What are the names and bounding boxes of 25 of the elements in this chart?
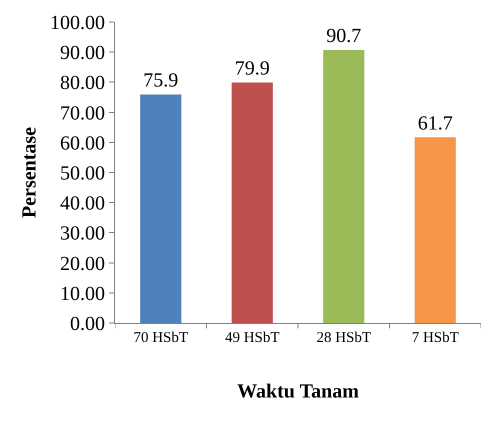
x-tick-label: 7 HSbT: [412, 330, 459, 346]
bar: [414, 137, 456, 323]
bar: [323, 50, 364, 323]
y-tick-label: 30.00: [60, 222, 105, 245]
x-axis-title: Waktu Tanam: [237, 380, 360, 402]
data-label: 75.9: [143, 70, 178, 92]
x-tick-label: 70 HSbT: [133, 330, 188, 346]
y-tick-label: 20.00: [60, 252, 105, 275]
data-label: 90.7: [326, 24, 362, 47]
bar: [140, 94, 182, 323]
y-axis-title: Persentase: [18, 126, 40, 218]
y-tick-label: 50.00: [60, 162, 105, 184]
x-tick-label: 49 HSbT: [224, 330, 280, 346]
data-label: 61.7: [418, 112, 453, 134]
y-tick-label: 70.00: [60, 102, 105, 124]
y-tick-label: 60.00: [60, 132, 105, 154]
y-tick-label: 80.00: [60, 72, 105, 94]
y-tick-label: 0.00: [70, 313, 105, 335]
y-tick-label: 40.00: [60, 192, 105, 215]
y-tick-label: 10.00: [60, 282, 105, 305]
x-tick-label: 28 HSbT: [316, 330, 372, 346]
y-tick-label: 100.00: [50, 12, 105, 34]
bar: [232, 82, 273, 323]
data-label: 79.9: [234, 58, 270, 80]
y-tick-label: 90.00: [60, 42, 105, 64]
